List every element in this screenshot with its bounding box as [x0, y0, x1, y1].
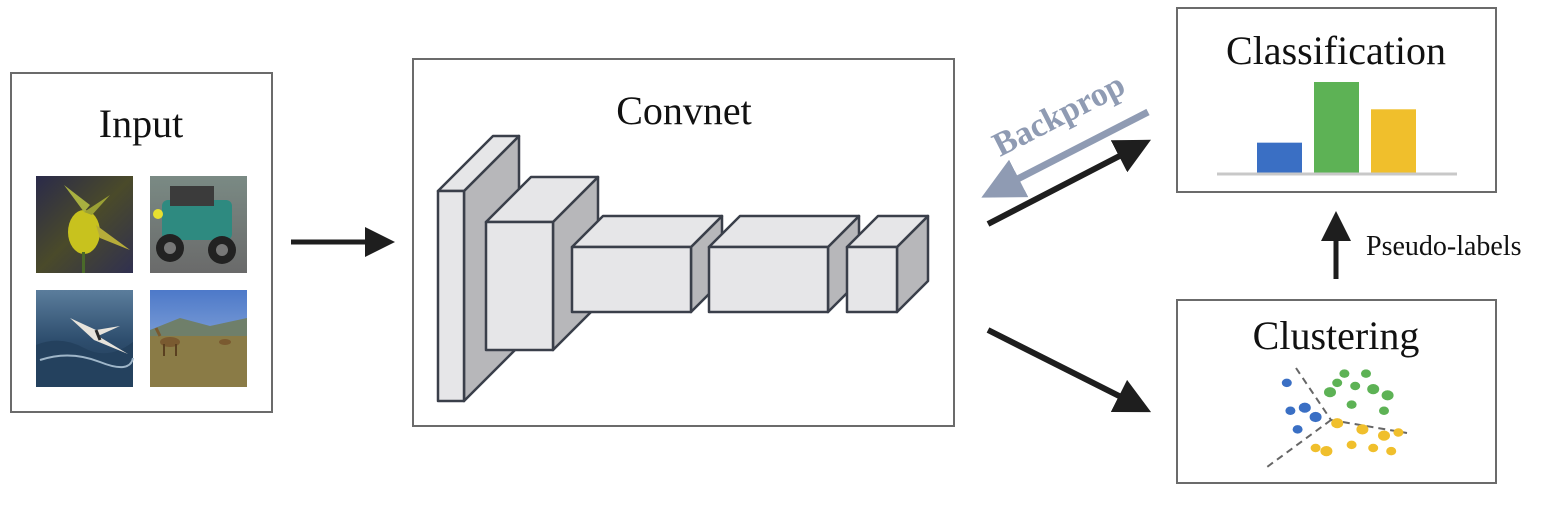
cluster-points: [1281, 369, 1404, 457]
convnet-layer-3: [570, 214, 724, 314]
layer-front-face: [436, 189, 466, 403]
clustering-title: Clustering: [1253, 313, 1420, 358]
clustering-panel: Clustering: [1176, 299, 1497, 484]
convnet-panel: Convnet: [412, 58, 955, 427]
yellow-cluster-point: [1368, 443, 1379, 453]
yellow-cluster-point: [1331, 418, 1344, 429]
pseudo-labels-label: Pseudo-labels: [1366, 231, 1522, 262]
green-cluster-point: [1361, 369, 1371, 378]
blue-cluster-point: [1285, 406, 1296, 416]
classification-bars: [1257, 82, 1416, 173]
blue-cluster-point: [1292, 425, 1303, 434]
yellow-cluster-point: [1386, 446, 1397, 456]
input-image-car: [150, 176, 247, 273]
yellow-cluster-point: [1310, 443, 1321, 453]
convnet-title: Convnet: [616, 88, 752, 133]
green-cluster-point: [1324, 387, 1336, 398]
convnet-layer-4: [707, 214, 861, 314]
blue-cluster-point: [1309, 411, 1322, 423]
layer-front-face: [484, 220, 555, 352]
input-image-seabird: [36, 290, 134, 387]
cluster-divider-1: [1295, 367, 1332, 421]
clustering-panel-border: [1176, 299, 1497, 484]
green-cluster-point: [1339, 369, 1350, 378]
arrow-backprop: [981, 108, 1150, 198]
classification-panel: Classification: [1176, 7, 1497, 193]
layer-front-face: [845, 245, 899, 314]
input-image-flower: [36, 176, 133, 273]
backprop-label: Backprop: [987, 66, 1131, 164]
input-image-deer: [150, 290, 247, 387]
green-cluster-point: [1379, 406, 1389, 416]
blue-cluster-point: [1298, 402, 1311, 413]
green-cluster-point: [1367, 384, 1380, 395]
layer-front-face: [707, 245, 830, 314]
green-cluster-point: [1346, 400, 1357, 409]
yellow-cluster-point: [1346, 440, 1357, 450]
classification-title: Classification: [1226, 28, 1446, 73]
yellow-cluster-point: [1320, 446, 1333, 457]
yellow-cluster-point: [1356, 424, 1369, 435]
cluster-divider-3: [1266, 419, 1332, 468]
input-title: Input: [99, 101, 183, 146]
arrow-convnet-to-clustering: [986, 327, 1152, 413]
yellow-cluster-point: [1393, 428, 1404, 437]
green-cluster-point: [1332, 378, 1343, 388]
convnet-layers: [436, 134, 930, 403]
bar-2: [1314, 82, 1359, 173]
layer-front-face: [570, 245, 693, 314]
green-cluster-point: [1381, 390, 1394, 401]
arrow-convnet-to-classification: [986, 139, 1151, 227]
blue-cluster-point: [1281, 378, 1292, 388]
bar-3: [1371, 109, 1416, 173]
input-panel: Input: [10, 72, 273, 413]
bar-1: [1257, 142, 1302, 173]
green-cluster-point: [1350, 381, 1361, 391]
yellow-cluster-point: [1378, 430, 1390, 441]
convnet-layer-5: [845, 214, 930, 314]
